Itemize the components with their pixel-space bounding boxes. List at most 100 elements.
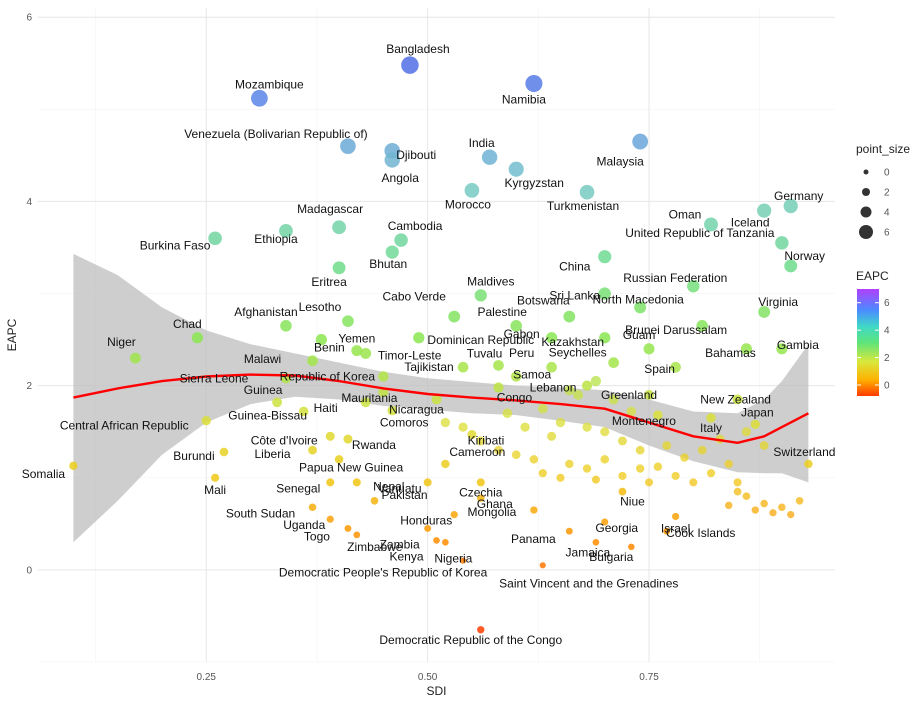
point-label: Mozambique [235, 77, 304, 91]
point-label: Botswana [517, 294, 570, 308]
data-point [600, 427, 610, 437]
data-point [600, 455, 610, 464]
data-point [457, 361, 469, 373]
data-point [591, 475, 600, 484]
point-label: Bahamas [705, 346, 756, 360]
point-label: Lesotho [299, 300, 342, 314]
point-label: Germany [774, 189, 823, 203]
data-point [191, 332, 204, 344]
data-point [634, 301, 647, 314]
data-point [733, 487, 742, 496]
data-point [687, 279, 700, 293]
point-label: Senegal [276, 481, 320, 495]
y-tick-label: 6 [26, 13, 32, 24]
data-point [599, 332, 611, 344]
legend: point_size 0 2 4 6 EAPC 6 4 2 0 [856, 142, 910, 396]
point-label: Afghanistan [234, 305, 297, 319]
point-label: Burkina Faso [140, 238, 211, 252]
point-label: Turkmenistan [547, 199, 619, 213]
data-point [724, 501, 733, 510]
data-point [493, 382, 504, 393]
data-point [653, 462, 663, 471]
data-point [538, 469, 547, 478]
data-point [742, 492, 751, 501]
point-label: Brunei Darussalam [625, 323, 727, 337]
point-label: Democratic People's Republic of Korea [279, 566, 488, 580]
point-label: Zambia [380, 537, 420, 551]
data-point [394, 233, 408, 247]
point-label: Italy [700, 421, 722, 435]
data-point [644, 389, 655, 400]
data-point [308, 503, 317, 511]
color-legend-title: EAPC [856, 269, 889, 283]
data-point [360, 397, 371, 408]
point-label: Republic of Korea [280, 369, 376, 383]
point-label: Sri Lanka [549, 289, 600, 303]
point-label: Zimbabwe [347, 540, 403, 554]
data-point [635, 445, 645, 455]
x-tick-label: 0.25 [197, 672, 217, 683]
point-label: Mali [204, 483, 226, 497]
data-point [662, 441, 672, 450]
point-label: Maldives [467, 274, 514, 288]
point-label: Panama [511, 532, 556, 546]
size-legend-key [860, 206, 872, 218]
data-point [280, 320, 292, 332]
point-label: Haiti [314, 401, 338, 415]
data-point [759, 441, 769, 450]
point-label: Ethiopia [254, 232, 298, 246]
axes-layer: 0.25 0.50 0.75 0 2 4 6 SDI EAPC [5, 13, 659, 698]
x-axis-title: SDI [426, 684, 446, 698]
data-point [332, 220, 346, 235]
data-point [760, 499, 768, 508]
point-label: Tajikistan [404, 360, 453, 374]
size-legend-key [863, 169, 869, 175]
data-point [448, 310, 461, 323]
data-point [787, 510, 795, 519]
point-label: Lebanon [530, 381, 577, 395]
data-point [545, 332, 558, 344]
point-label: Kazakhstan [541, 335, 604, 349]
point-label: Russian Federation [623, 271, 727, 285]
point-label: Bangladesh [386, 42, 449, 56]
point-label: Cambodia [388, 219, 443, 233]
data-point [740, 343, 752, 355]
data-point [129, 352, 141, 364]
data-point [272, 397, 283, 408]
data-point [537, 403, 548, 414]
data-point [511, 450, 521, 460]
point-label: Guinea-Bissau [228, 408, 307, 422]
point-label: Togo [304, 529, 330, 543]
colorbar-label: 2 [884, 353, 890, 364]
point-label: Jamaica [566, 545, 611, 559]
data-point [564, 385, 575, 396]
data-point [370, 497, 379, 505]
point-label: Timor-Leste [378, 348, 442, 362]
point-label: Ghana [477, 497, 513, 511]
data-point [601, 518, 609, 526]
point-label: Côte d'Ivoire [251, 433, 318, 447]
data-point [704, 217, 718, 232]
data-point [733, 478, 742, 487]
data-point [334, 455, 344, 464]
data-point [424, 524, 432, 532]
data-point [219, 447, 229, 457]
point-label: Guinea [244, 383, 283, 397]
point-label: Namibia [502, 93, 546, 107]
point-label: Eritrea [311, 275, 347, 289]
data-point [502, 408, 513, 419]
point-label: China [559, 260, 591, 274]
data-point [201, 415, 211, 426]
data-point [598, 287, 611, 300]
point-label: Dominican Republic [427, 333, 534, 347]
data-point [384, 152, 400, 168]
data-point [671, 512, 680, 521]
data-point [645, 478, 654, 487]
data-point [598, 250, 612, 264]
data-point [351, 345, 363, 357]
y-tick-label: 4 [26, 197, 32, 208]
point-label: Venezuela (Bolivarian Republic of) [184, 127, 367, 141]
data-point [315, 333, 328, 346]
point-label: Central African Republic [60, 419, 189, 433]
